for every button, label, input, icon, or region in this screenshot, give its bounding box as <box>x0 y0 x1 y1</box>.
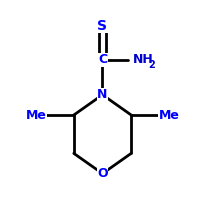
Text: N: N <box>97 88 107 101</box>
Text: C: C <box>98 53 106 66</box>
Text: NH: NH <box>133 53 153 66</box>
Text: S: S <box>97 19 107 33</box>
Text: O: O <box>97 167 107 180</box>
Text: 2: 2 <box>148 60 155 70</box>
Text: Me: Me <box>158 108 179 122</box>
Text: Me: Me <box>25 108 46 122</box>
